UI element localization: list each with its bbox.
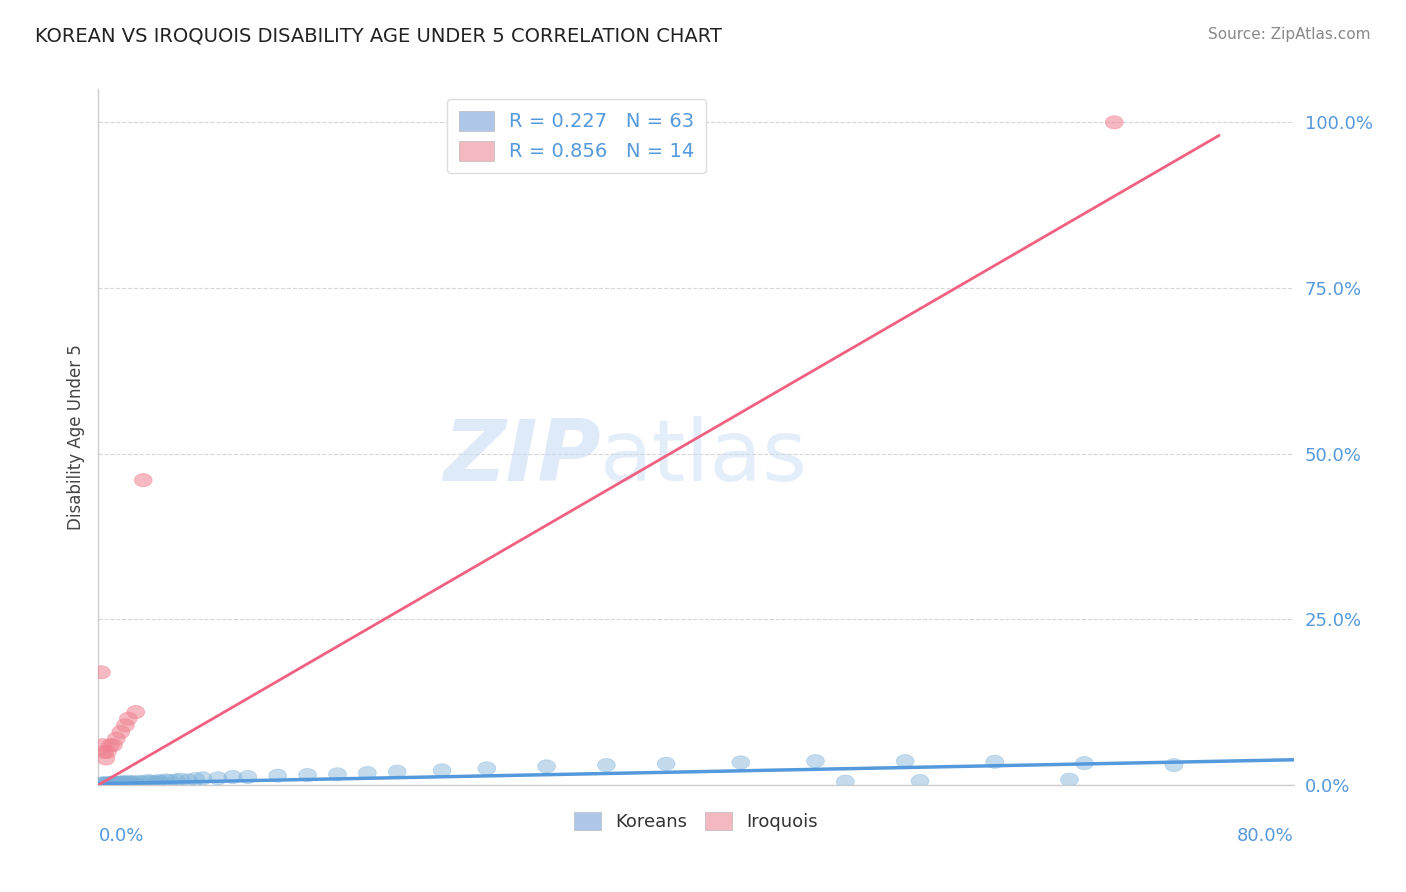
Ellipse shape	[129, 775, 148, 789]
Ellipse shape	[97, 752, 115, 765]
Ellipse shape	[986, 756, 1004, 768]
Ellipse shape	[101, 739, 120, 752]
Ellipse shape	[807, 755, 824, 768]
Ellipse shape	[112, 776, 129, 789]
Ellipse shape	[97, 777, 115, 790]
Ellipse shape	[101, 778, 120, 791]
Text: atlas: atlas	[600, 417, 808, 500]
Ellipse shape	[117, 719, 135, 732]
Ellipse shape	[269, 769, 287, 782]
Ellipse shape	[733, 756, 749, 769]
Ellipse shape	[194, 772, 212, 785]
Ellipse shape	[1076, 756, 1094, 770]
Ellipse shape	[103, 777, 121, 790]
Ellipse shape	[478, 762, 496, 775]
Ellipse shape	[239, 771, 257, 784]
Ellipse shape	[94, 739, 112, 752]
Ellipse shape	[179, 773, 197, 787]
Ellipse shape	[96, 745, 114, 758]
Ellipse shape	[837, 775, 855, 789]
Ellipse shape	[122, 777, 141, 790]
Ellipse shape	[120, 775, 138, 789]
Ellipse shape	[162, 774, 179, 788]
Ellipse shape	[139, 774, 156, 788]
Ellipse shape	[537, 760, 555, 773]
Ellipse shape	[187, 772, 204, 786]
Ellipse shape	[124, 776, 142, 789]
Ellipse shape	[135, 776, 152, 789]
Text: ZIP: ZIP	[443, 417, 600, 500]
Ellipse shape	[100, 777, 118, 790]
Ellipse shape	[118, 777, 136, 790]
Ellipse shape	[1105, 116, 1123, 129]
Ellipse shape	[152, 775, 170, 789]
Ellipse shape	[107, 777, 125, 790]
Ellipse shape	[104, 776, 122, 789]
Y-axis label: Disability Age Under 5: Disability Age Under 5	[66, 344, 84, 530]
Ellipse shape	[107, 732, 125, 745]
Ellipse shape	[96, 776, 114, 789]
Ellipse shape	[104, 739, 122, 752]
Ellipse shape	[112, 725, 129, 739]
Ellipse shape	[224, 771, 242, 784]
Text: Source: ZipAtlas.com: Source: ZipAtlas.com	[1208, 27, 1371, 42]
Ellipse shape	[94, 778, 112, 791]
Ellipse shape	[117, 776, 135, 789]
Ellipse shape	[115, 776, 132, 789]
Ellipse shape	[149, 774, 167, 788]
Ellipse shape	[93, 665, 111, 679]
Ellipse shape	[120, 712, 138, 725]
Ellipse shape	[911, 774, 929, 788]
Ellipse shape	[127, 706, 145, 719]
Ellipse shape	[111, 777, 128, 790]
Ellipse shape	[93, 777, 111, 790]
Ellipse shape	[103, 776, 121, 789]
Ellipse shape	[114, 776, 131, 789]
Ellipse shape	[156, 773, 174, 787]
Ellipse shape	[135, 474, 152, 487]
Text: 80.0%: 80.0%	[1237, 827, 1294, 845]
Ellipse shape	[359, 766, 377, 780]
Ellipse shape	[1166, 758, 1182, 772]
Ellipse shape	[114, 777, 131, 790]
Ellipse shape	[146, 776, 165, 789]
Ellipse shape	[142, 775, 160, 789]
Ellipse shape	[433, 764, 451, 777]
Ellipse shape	[121, 776, 139, 789]
Ellipse shape	[329, 768, 346, 781]
Ellipse shape	[657, 757, 675, 771]
Ellipse shape	[598, 758, 616, 772]
Ellipse shape	[298, 768, 316, 781]
Ellipse shape	[209, 772, 226, 785]
Ellipse shape	[388, 765, 406, 779]
Ellipse shape	[101, 776, 120, 789]
Ellipse shape	[896, 755, 914, 768]
Ellipse shape	[1060, 773, 1078, 786]
Ellipse shape	[172, 773, 190, 786]
Ellipse shape	[108, 776, 127, 789]
Legend: Koreans, Iroquois: Koreans, Iroquois	[567, 805, 825, 838]
Text: KOREAN VS IROQUOIS DISABILITY AGE UNDER 5 CORRELATION CHART: KOREAN VS IROQUOIS DISABILITY AGE UNDER …	[35, 27, 723, 45]
Text: 0.0%: 0.0%	[98, 827, 143, 845]
Ellipse shape	[127, 776, 145, 789]
Ellipse shape	[98, 778, 117, 791]
Ellipse shape	[104, 777, 122, 790]
Ellipse shape	[105, 776, 124, 789]
Ellipse shape	[167, 773, 186, 787]
Ellipse shape	[98, 745, 117, 758]
